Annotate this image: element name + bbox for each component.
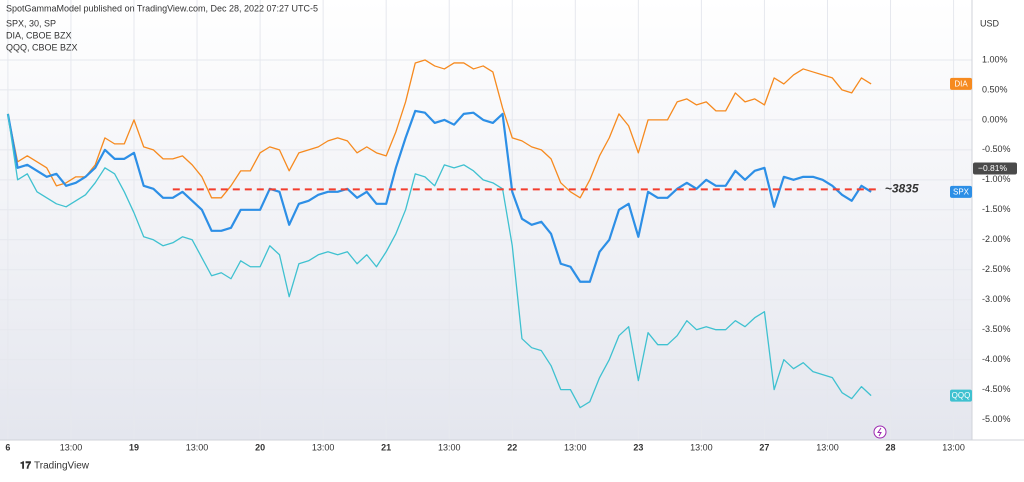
annotation: ~3835 [885, 182, 919, 196]
series-tag [950, 185, 972, 198]
x-tick-label: 19 [129, 442, 139, 452]
x-tick-label: 13:00 [816, 442, 839, 452]
x-tick-label: 6 [5, 442, 10, 452]
event-icon [877, 427, 882, 437]
grid [0, 0, 972, 440]
y-tick-label: -5.00% [982, 414, 1011, 424]
x-tick-label: 13:00 [60, 442, 83, 452]
series-tag-label: QQQ [952, 391, 971, 400]
y-tick-label: 0.00% [982, 114, 1008, 124]
x-tick-label: 27 [759, 442, 769, 452]
series-line [7, 113, 872, 409]
y-tick-label: -2.50% [982, 264, 1011, 274]
series-tag [950, 77, 972, 90]
footer: TradingView [34, 461, 90, 472]
price-tag [973, 162, 1017, 175]
price-tag-label: −0.81% [978, 163, 1008, 173]
x-tick-label: 13:00 [438, 442, 461, 452]
y-tick-label: 1.00% [982, 54, 1008, 64]
series-tag-label: DIA [954, 80, 968, 89]
x-tick-label: 22 [507, 442, 517, 452]
x-tick-label: 20 [255, 442, 265, 452]
axis-unit: USD [980, 18, 1000, 28]
y-tick-label: -3.00% [982, 294, 1011, 304]
series-tag-label: SPX [953, 187, 970, 196]
legend-item: SPX, 30, SP [6, 18, 56, 28]
legend-item: DIA, CBOE BZX [6, 30, 72, 40]
x-tick-label: 23 [633, 442, 643, 452]
series-line [6, 109, 872, 283]
footer-logo: 𝟏𝟕 [20, 461, 32, 472]
y-tick-label: -4.50% [982, 384, 1011, 394]
y-tick-label: -3.50% [982, 324, 1011, 334]
series-tag [950, 389, 972, 402]
legend-item: QQQ, CBOE BZX [6, 42, 78, 52]
y-tick-label: 0.50% [982, 84, 1008, 94]
y-tick-label: -4.00% [982, 354, 1011, 364]
x-tick-label: 21 [381, 442, 391, 452]
x-tick-label: 13:00 [564, 442, 587, 452]
y-tick-label: -1.50% [982, 204, 1011, 214]
y-tick-label: -1.00% [982, 174, 1011, 184]
x-tick-label: 28 [886, 442, 896, 452]
plot-background [0, 0, 972, 440]
header: SpotGammaModel published on TradingView.… [6, 3, 318, 13]
y-tick-label: -2.00% [982, 234, 1011, 244]
x-tick-label: 13:00 [942, 442, 965, 452]
x-tick-label: 13:00 [690, 442, 713, 452]
y-tick-label: -0.50% [982, 144, 1011, 154]
series-line [7, 59, 872, 199]
x-tick-label: 13:00 [312, 442, 335, 452]
x-tick-label: 13:00 [186, 442, 209, 452]
